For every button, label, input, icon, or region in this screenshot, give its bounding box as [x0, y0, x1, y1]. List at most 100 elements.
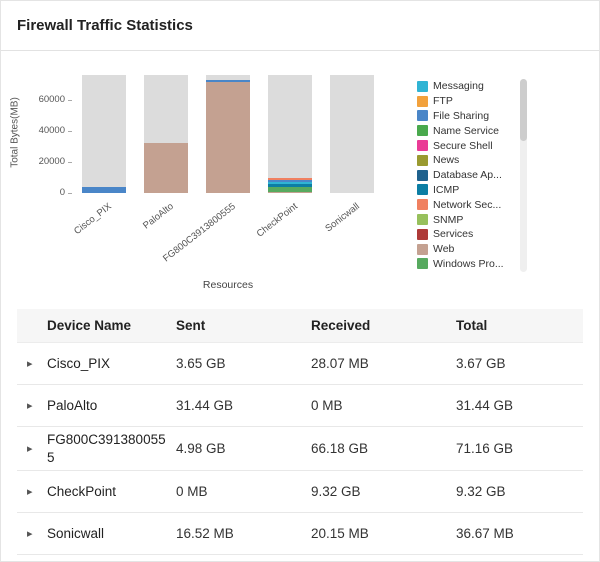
device-name-cell: FG800C3913800555 [47, 432, 166, 465]
y-tick-label: 0 [59, 187, 65, 198]
bar-CheckPoint[interactable] [259, 75, 321, 193]
legend-item[interactable]: Windows Pro... [417, 257, 513, 272]
column-header[interactable]: Total [456, 318, 488, 333]
legend-label: ICMP [433, 183, 460, 196]
legend-swatch-icon [417, 243, 428, 255]
legend-label: Secure Shell [433, 139, 493, 152]
legend-label: Windows Pro... [433, 257, 504, 270]
column-header[interactable]: Sent [176, 318, 206, 333]
y-tick-mark [68, 193, 72, 194]
bar-Cisco_PIX[interactable] [73, 75, 135, 193]
page-title: Firewall Traffic Statistics [17, 17, 193, 34]
bar-segment-Web[interactable] [268, 191, 312, 193]
table-row[interactable]: ▸ Sonicwall 16.52 MB 20.15 MB 36.67 MB [17, 513, 583, 556]
legend-swatch-icon [417, 110, 428, 122]
table-body: ▸ Cisco_PIX 3.65 GB 28.07 MB 3.67 GB ▸ PaloAlt… [17, 343, 583, 556]
bar-background [330, 75, 374, 193]
bar-segment-Windows Pro...[interactable] [268, 187, 312, 192]
legend-label: FTP [433, 95, 453, 108]
traffic-table: Device Name Sent Received Total ▸ Cisco_PIX 3… [1, 309, 599, 556]
legend-item[interactable]: ICMP [417, 183, 513, 198]
x-tick-label: Sonicwall [323, 201, 362, 235]
legend-label: Name Service [433, 124, 499, 137]
received-cell: 28.07 MB [311, 356, 369, 371]
legend-item[interactable]: Secure Shell [417, 138, 513, 153]
row-expand-icon[interactable]: ▸ [27, 443, 33, 456]
table-row[interactable]: ▸ FG800C3913800555 4.98 GB 66.18 GB 71.16 GB [17, 427, 583, 472]
legend-item[interactable]: Services [417, 227, 513, 242]
sent-cell: 0 MB [176, 484, 208, 500]
legend-item[interactable]: Network Sec... [417, 197, 513, 212]
table-row[interactable]: ▸ CheckPoint 0 MB 9.32 GB 9.32 GB [17, 471, 583, 514]
legend-label: File Sharing [433, 109, 490, 122]
device-name-cell: PaloAlto [47, 397, 98, 413]
legend-item[interactable]: File Sharing [417, 109, 513, 124]
sent-cell: 31.44 GB [176, 398, 234, 413]
total-cell: 71.16 GB [456, 441, 514, 457]
legend-label: Messaging [433, 80, 484, 93]
bar-segment-File Sharing[interactable] [206, 79, 250, 82]
legend-item[interactable]: Database Ap... [417, 168, 513, 183]
bar-segment-Network Sec...[interactable] [268, 178, 312, 180]
legend-swatch-icon [417, 140, 428, 152]
bar-segment-Web[interactable] [144, 143, 188, 193]
table-header: Device Name Sent Received Total [17, 309, 583, 343]
bar-Sonicwall[interactable] [321, 75, 383, 193]
received-cell: 0 MB [311, 398, 343, 413]
legend-items: Messaging FTP File Sharing Name Service Secu… [417, 79, 513, 271]
legend-item[interactable]: FTP [417, 94, 513, 109]
legend-scrollbar-thumb[interactable] [520, 79, 527, 141]
received-cell: 9.32 GB [311, 484, 361, 500]
bar-FG800C3913800555[interactable] [197, 75, 259, 193]
legend-item[interactable]: Web [417, 242, 513, 257]
legend-item[interactable]: News [417, 153, 513, 168]
column-header[interactable]: Received [311, 318, 371, 333]
bar-segment-ICMP[interactable] [268, 184, 312, 188]
column-header[interactable]: Device Name [47, 318, 132, 333]
row-expand-icon[interactable]: ▸ [27, 400, 33, 412]
y-tick-label: 40000 [38, 124, 65, 136]
x-axis-labels: Cisco_PIX PaloAlto FG800C3913800555 CheckPo… [1, 197, 401, 275]
received-cell: 20.15 MB [311, 526, 369, 542]
y-tick-mark [68, 99, 72, 101]
bar-segment-Messaging[interactable] [268, 182, 312, 185]
legend-item[interactable]: Messaging [417, 79, 513, 94]
traffic-chart: Total Bytes(MB) 0 20000 40000 60000 Cisco_P… [1, 51, 599, 309]
x-tick-label: CheckPoint [254, 201, 300, 240]
legend-swatch-icon [417, 228, 428, 240]
device-name-cell: CheckPoint [47, 483, 117, 499]
legend-swatch-icon [417, 184, 428, 196]
panel-header: Firewall Traffic Statistics [1, 1, 599, 51]
legend-item[interactable]: Name Service [417, 123, 513, 138]
device-name-cell: Sonicwall [47, 525, 105, 541]
row-expand-icon[interactable]: ▸ [27, 486, 33, 499]
bar-segment-Web[interactable] [206, 82, 250, 193]
row-expand-icon[interactable]: ▸ [27, 528, 33, 541]
table-row[interactable]: ▸ PaloAlto 31.44 GB 0 MB 31.44 GB [17, 385, 583, 427]
bar-background [268, 75, 312, 193]
table-row[interactable]: ▸ Cisco_PIX 3.65 GB 28.07 MB 3.67 GB [17, 343, 583, 385]
y-tick-mark [68, 161, 72, 163]
bar-PaloAlto[interactable] [135, 75, 197, 193]
device-name-cell: Cisco_PIX [47, 355, 111, 371]
legend-scrollbar[interactable] [520, 79, 527, 272]
legend-label: Network Sec... [433, 198, 502, 211]
total-cell: 3.67 GB [456, 356, 506, 371]
legend-swatch-icon [417, 258, 428, 270]
bar-segment-File Sharing[interactable] [82, 187, 126, 193]
row-expand-icon[interactable]: ▸ [27, 358, 33, 370]
received-cell: 66.18 GB [311, 441, 369, 457]
x-tick-label: PaloAlto [141, 201, 176, 232]
legend-label: Database Ap... [433, 169, 502, 182]
x-tick-label: Cisco_PIX [72, 201, 114, 237]
legend-swatch-icon [417, 199, 428, 211]
total-cell: 9.32 GB [456, 484, 506, 500]
y-tick-label: 20000 [38, 155, 65, 167]
legend-swatch-icon [417, 214, 428, 226]
legend-swatch-icon [417, 95, 428, 107]
legend-item[interactable]: SNMP [417, 212, 513, 227]
bar-segment-File Sharing[interactable] [268, 179, 312, 183]
y-tick-mark [68, 130, 72, 132]
y-axis-label: Total Bytes(MB) [9, 97, 21, 168]
